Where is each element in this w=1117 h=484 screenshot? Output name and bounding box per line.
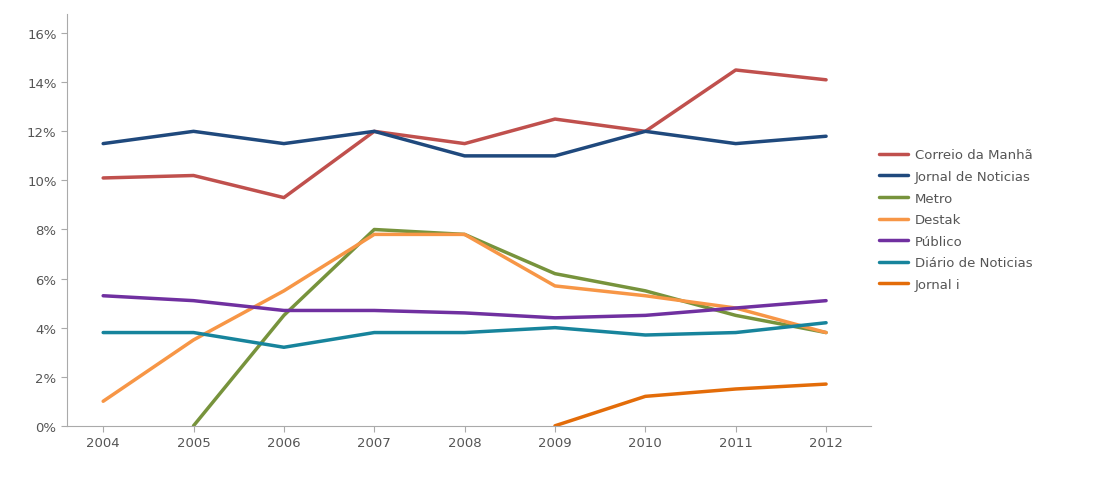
- Jornal i: [548, 423, 562, 429]
- Correio da Manhã: [277, 195, 290, 201]
- Metro: [367, 227, 381, 233]
- Diário de Noticias: [548, 325, 562, 331]
- Diário de Noticias: [277, 345, 290, 350]
- Jornal de Noticias: [458, 153, 471, 159]
- Jornal de Noticias: [729, 141, 743, 147]
- Metro: [820, 330, 833, 336]
- Destak: [639, 293, 652, 299]
- Jornal i: [820, 381, 833, 387]
- Correio da Manhã: [367, 129, 381, 135]
- Jornal de Noticias: [187, 129, 200, 135]
- Jornal de Noticias: [548, 153, 562, 159]
- Jornal de Noticias: [820, 134, 833, 140]
- Line: Diário de Noticias: Diário de Noticias: [103, 323, 827, 348]
- Line: Correio da Manhã: Correio da Manhã: [103, 71, 827, 198]
- Diário de Noticias: [639, 333, 652, 338]
- Diário de Noticias: [96, 330, 109, 336]
- Metro: [277, 313, 290, 318]
- Correio da Manhã: [548, 117, 562, 123]
- Metro: [729, 313, 743, 318]
- Line: Metro: Metro: [193, 230, 827, 426]
- Destak: [277, 288, 290, 294]
- Correio da Manhã: [729, 68, 743, 74]
- Público: [367, 308, 381, 314]
- Metro: [639, 288, 652, 294]
- Destak: [367, 232, 381, 238]
- Line: Público: Público: [103, 296, 827, 318]
- Jornal de Noticias: [277, 141, 290, 147]
- Público: [548, 315, 562, 321]
- Destak: [187, 337, 200, 343]
- Público: [820, 298, 833, 304]
- Line: Jornal i: Jornal i: [555, 384, 827, 426]
- Line: Jornal de Noticias: Jornal de Noticias: [103, 132, 827, 156]
- Jornal de Noticias: [639, 129, 652, 135]
- Correio da Manhã: [639, 129, 652, 135]
- Diário de Noticias: [458, 330, 471, 336]
- Metro: [187, 423, 200, 429]
- Correio da Manhã: [458, 141, 471, 147]
- Correio da Manhã: [187, 173, 200, 179]
- Público: [639, 313, 652, 318]
- Destak: [458, 232, 471, 238]
- Diário de Noticias: [187, 330, 200, 336]
- Legend: Correio da Manhã, Jornal de Noticias, Metro, Destak, Público, Diário de Noticias: Correio da Manhã, Jornal de Noticias, Me…: [879, 149, 1033, 291]
- Destak: [548, 284, 562, 289]
- Correio da Manhã: [96, 176, 109, 182]
- Correio da Manhã: [820, 78, 833, 84]
- Público: [187, 298, 200, 304]
- Destak: [820, 330, 833, 336]
- Destak: [729, 305, 743, 311]
- Público: [96, 293, 109, 299]
- Jornal i: [639, 393, 652, 399]
- Público: [729, 305, 743, 311]
- Diário de Noticias: [367, 330, 381, 336]
- Jornal i: [729, 386, 743, 392]
- Jornal de Noticias: [96, 141, 109, 147]
- Destak: [96, 398, 109, 404]
- Diário de Noticias: [820, 320, 833, 326]
- Metro: [548, 271, 562, 277]
- Público: [277, 308, 290, 314]
- Metro: [458, 232, 471, 238]
- Jornal de Noticias: [367, 129, 381, 135]
- Line: Destak: Destak: [103, 235, 827, 401]
- Público: [458, 310, 471, 316]
- Diário de Noticias: [729, 330, 743, 336]
